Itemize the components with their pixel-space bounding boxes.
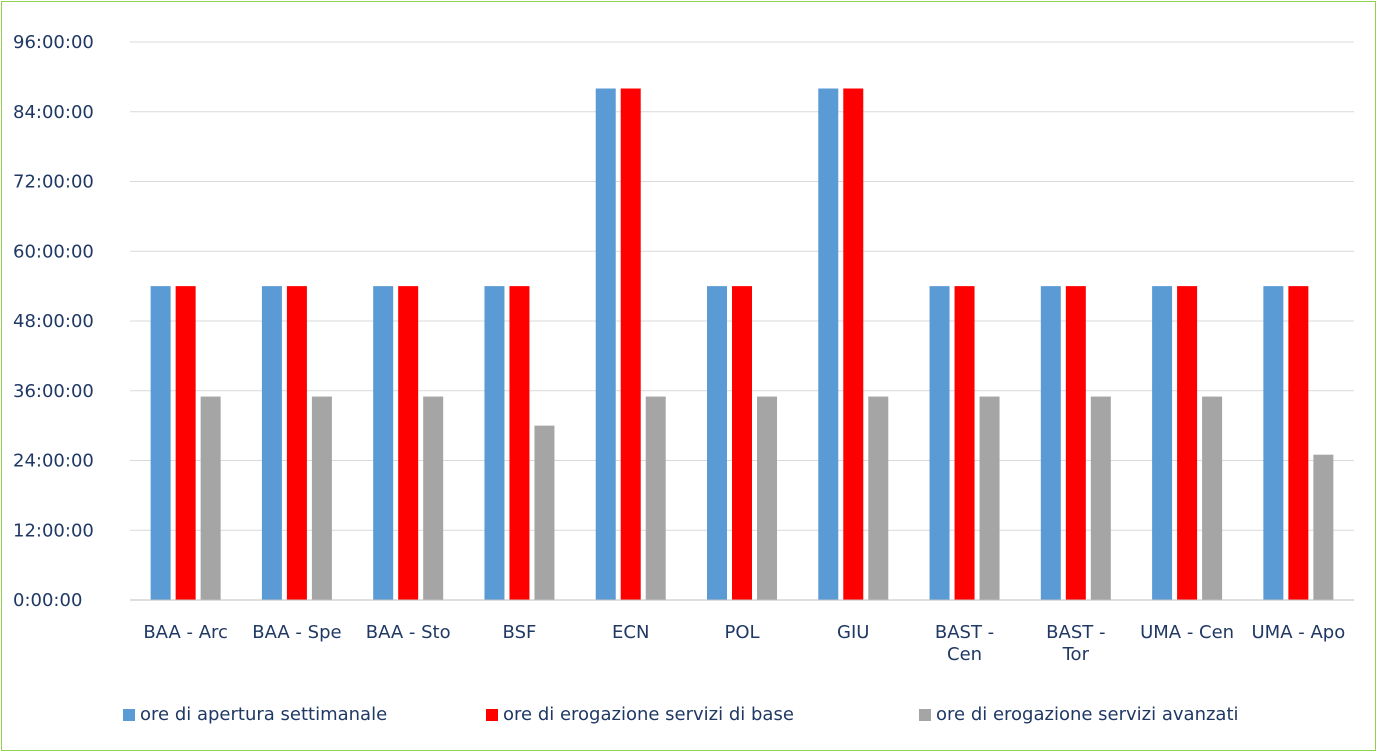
legend-label-3: ore di erogazione servizi avanzati bbox=[936, 704, 1239, 725]
bar-series3-cat2 bbox=[311, 396, 332, 600]
bar-series2-cat6 bbox=[732, 286, 752, 600]
bar-series2-cat5 bbox=[620, 88, 641, 600]
bar-series3-cat6 bbox=[757, 396, 777, 600]
bar-series3-cat3 bbox=[423, 396, 444, 600]
y-tick-label-4: 48:00:00 bbox=[13, 311, 94, 332]
bar-series3-cat5 bbox=[645, 396, 666, 600]
x-tick-label-4: BSF bbox=[503, 622, 537, 643]
bar-series3-cat1 bbox=[200, 396, 221, 600]
bar-series2-cat10 bbox=[1177, 286, 1198, 600]
y-tick-label-6: 72:00:00 bbox=[13, 172, 94, 193]
bar-series2-cat1 bbox=[175, 286, 196, 600]
x-tick-label-6: POL bbox=[724, 622, 759, 643]
bar-series2-cat11 bbox=[1288, 286, 1309, 600]
y-tick-label-7: 84:00:00 bbox=[13, 102, 94, 123]
bar-series3-cat10 bbox=[1202, 396, 1223, 600]
bar-series1-cat10 bbox=[1152, 286, 1173, 600]
bar-series2-cat3 bbox=[398, 286, 419, 600]
bar-series1-cat6 bbox=[707, 286, 727, 600]
y-tick-label-8: 96:00:00 bbox=[13, 32, 94, 53]
bar-series1-cat4 bbox=[484, 286, 505, 600]
bars bbox=[150, 88, 1334, 600]
y-axis-tick-labels: 0:00:00 12:00:00 24:00:00 36:00:00 48:00:00 6… bbox=[13, 32, 94, 611]
y-tick-label-2: 24:00:00 bbox=[13, 451, 94, 472]
x-tick-label-5: ECN bbox=[612, 622, 649, 643]
bar-series1-cat1 bbox=[150, 286, 171, 600]
y-tick-label-1: 12:00:00 bbox=[13, 520, 94, 541]
x-tick-label-1: BAA - Arc bbox=[143, 622, 228, 643]
bar-series3-cat8 bbox=[979, 396, 1000, 600]
x-tick-label-9: BAST -Tor bbox=[1046, 622, 1105, 665]
bar-series1-cat2 bbox=[261, 286, 282, 600]
x-axis-category-labels: BAA - Arc BAA - Spe BAA - Sto BSF ECN POL GIU B… bbox=[143, 622, 1345, 665]
bar-series1-cat11 bbox=[1263, 286, 1284, 600]
legend-swatch-1 bbox=[123, 709, 135, 721]
bar-series2-cat9 bbox=[1065, 286, 1086, 600]
bar-series1-cat9 bbox=[1040, 286, 1061, 600]
x-tick-label-7: GIU bbox=[837, 622, 869, 643]
legend-swatch-2 bbox=[486, 709, 498, 721]
x-tick-label-10: UMA - Cen bbox=[1140, 622, 1234, 643]
x-tick-label-3: BAA - Sto bbox=[366, 622, 451, 643]
bar-series1-cat5 bbox=[595, 88, 616, 600]
bar-series1-cat7 bbox=[818, 88, 839, 600]
bar-series1-cat3 bbox=[373, 286, 394, 600]
x-tick-label-8: BAST -Cen bbox=[935, 622, 994, 665]
bar-series3-cat9 bbox=[1090, 396, 1111, 600]
bar-series1-cat8 bbox=[929, 286, 950, 600]
bar-series3-cat11 bbox=[1313, 454, 1334, 600]
y-tick-label-0: 0:00:00 bbox=[13, 590, 82, 611]
legend: ore di apertura settimanale ore di erogaz… bbox=[123, 704, 1239, 725]
bar-series3-cat4 bbox=[534, 425, 555, 600]
y-tick-label-3: 36:00:00 bbox=[13, 381, 94, 402]
bar-series2-cat4 bbox=[509, 286, 530, 600]
legend-label-1: ore di apertura settimanale bbox=[140, 704, 387, 725]
x-tick-label-2: BAA - Spe bbox=[252, 622, 341, 643]
bar-series3-cat7 bbox=[868, 396, 889, 600]
bar-series2-cat8 bbox=[954, 286, 975, 600]
legend-swatch-3 bbox=[919, 709, 931, 721]
x-tick-label-11: UMA - Apo bbox=[1252, 622, 1346, 643]
y-tick-label-5: 60:00:00 bbox=[13, 241, 94, 262]
bar-series2-cat2 bbox=[286, 286, 307, 600]
legend-label-2: ore di erogazione servizi di base bbox=[503, 704, 794, 725]
bar-series2-cat7 bbox=[843, 88, 864, 600]
